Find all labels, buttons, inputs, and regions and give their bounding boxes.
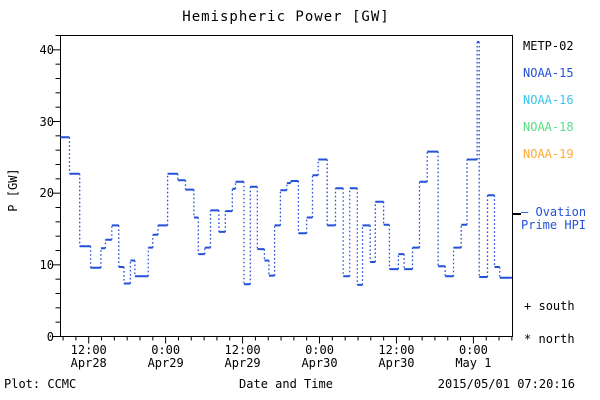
legend-item-noaa-19: NOAA-19 <box>523 147 574 161</box>
ovation-label-1: Ovation <box>535 205 587 219</box>
asterisk-symbol-icon: * <box>524 332 532 346</box>
x-tick-time: 12:00 <box>378 343 415 357</box>
x-tick-date: May 1 <box>455 356 492 370</box>
plot-timestamp: 2015/05/01 07:20:16 <box>437 377 575 391</box>
x-tick-time: 0:00 <box>305 343 334 357</box>
x-tick-date: Apr29 <box>147 356 184 370</box>
north-label: north <box>538 332 575 346</box>
south-label: south <box>538 299 575 313</box>
x-tick-date: Apr28 <box>70 356 107 370</box>
hpi-step-line <box>60 40 512 286</box>
x-tick-date: Apr30 <box>378 356 415 370</box>
x-tick-label: 0:00 Apr30 <box>278 344 362 370</box>
x-tick-time: 0:00 <box>151 343 181 357</box>
plus-symbol-icon: + <box>524 299 532 313</box>
y-tick-label: 30 <box>39 114 54 129</box>
y-tick-label: 20 <box>39 186 54 201</box>
x-tick-label: 12:00 Apr28 <box>47 344 131 370</box>
ovation-legend-line1: — Ovation <box>521 206 586 219</box>
x-tick-label: 0:00 May 1 <box>431 344 515 370</box>
south-marker-legend: + south <box>524 299 575 313</box>
plot-title: Hemispheric Power [GW] <box>182 9 390 25</box>
x-tick-date: Apr30 <box>301 356 338 370</box>
plot-credit: Plot: CCMC <box>4 377 77 391</box>
ovation-pointer-tick <box>512 213 521 215</box>
x-tick-date: Apr29 <box>224 356 261 370</box>
y-tick-label: 0 <box>46 329 54 344</box>
legend-item-noaa-18: NOAA-18 <box>523 120 574 134</box>
hpi-step-risers <box>68 41 501 285</box>
legend-item-noaa-15: NOAA-15 <box>523 66 574 80</box>
x-tick-label: 12:00 Apr29 <box>201 344 285 370</box>
north-marker-legend: * north <box>524 332 575 346</box>
ovation-line-sample: — <box>521 205 529 219</box>
y-tick-label: 40 <box>39 42 54 57</box>
legend-item-metp-02: METP-02 <box>523 39 574 53</box>
x-tick-time: 12:00 <box>70 343 107 357</box>
axis-box <box>60 35 513 337</box>
ovation-label-2: Prime HPI <box>521 218 587 232</box>
x-tick-time: 12:00 <box>224 343 261 357</box>
x-tick-label: 12:00 Apr30 <box>354 344 438 370</box>
x-tick-time: 0:00 <box>458 343 488 357</box>
y-tick-label: 10 <box>39 257 54 272</box>
legend-item-noaa-16: NOAA-16 <box>523 93 574 107</box>
x-tick-label: 0:00 Apr29 <box>124 344 208 370</box>
y-axis-label: P [GW] <box>6 168 20 212</box>
x-axis-title: Date and Time <box>239 377 333 391</box>
ovation-legend: — Ovation Prime HPI <box>521 206 586 232</box>
